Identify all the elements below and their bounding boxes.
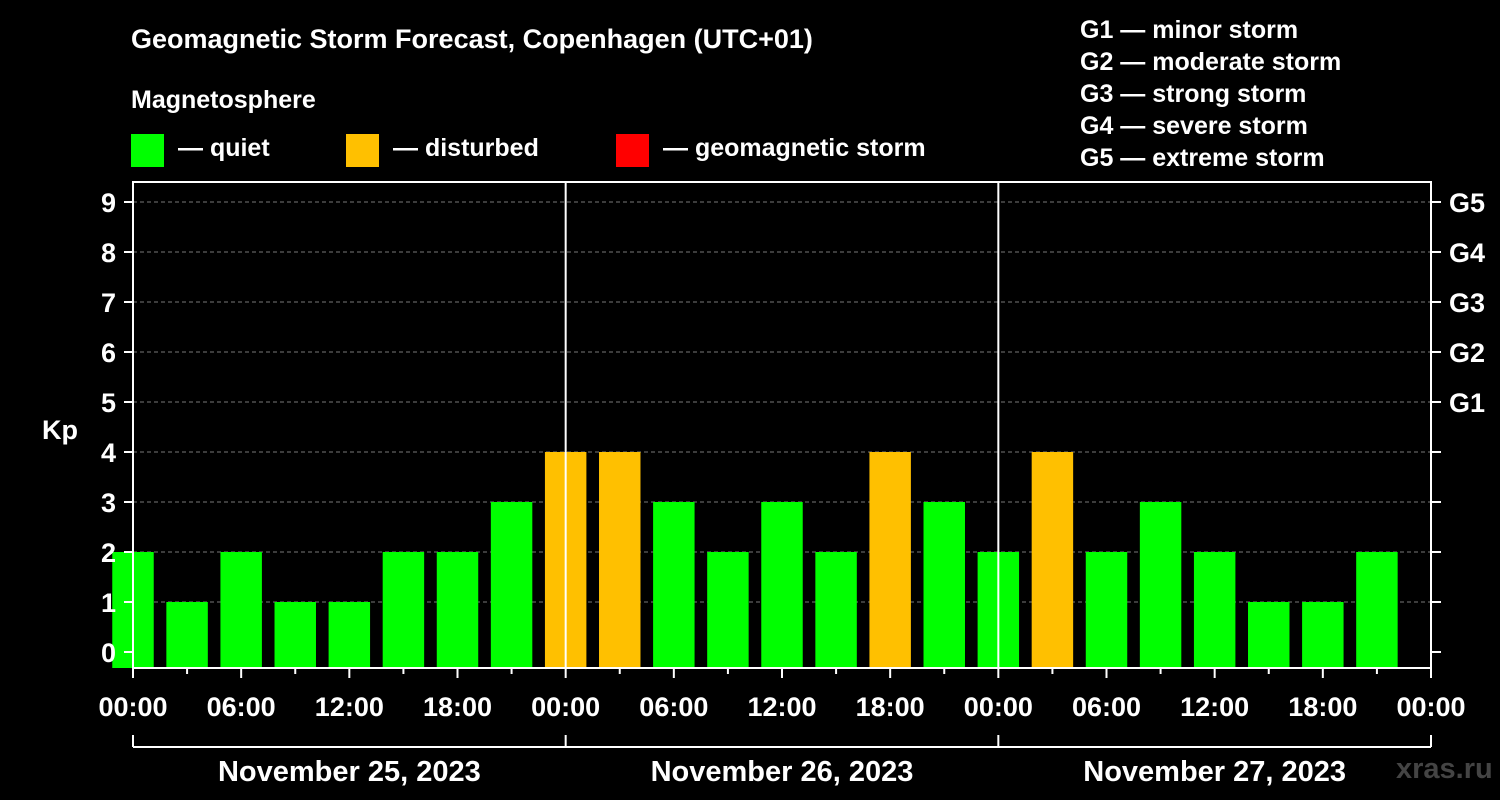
storm-level-axis-label: G5 — [1449, 188, 1485, 218]
y-tick-label: 4 — [101, 438, 116, 468]
x-tick-label: 06:00 — [207, 692, 276, 722]
kp-bar — [1085, 552, 1128, 668]
y-axis-label: Kp — [42, 415, 78, 445]
legend-swatch-storm — [616, 134, 649, 167]
y-tick-label: 3 — [101, 488, 116, 518]
legend-swatch-quiet — [131, 134, 164, 167]
kp-bar — [1302, 602, 1344, 668]
x-tick-label: 12:00 — [315, 692, 384, 722]
watermark: xras.ru — [1396, 753, 1493, 785]
kp-bar — [1193, 552, 1236, 668]
legend-label-storm: — geomagnetic storm — [663, 134, 926, 162]
chart-subtitle: Magnetosphere — [131, 86, 316, 114]
y-tick-label: 8 — [101, 238, 116, 268]
kp-bar — [220, 552, 262, 668]
x-tick-label: 12:00 — [747, 692, 816, 722]
x-tick-label: 18:00 — [423, 692, 492, 722]
y-tick-label: 9 — [101, 188, 116, 218]
date-label: November 26, 2023 — [651, 756, 914, 788]
x-tick-label: 06:00 — [639, 692, 708, 722]
kp-bar — [1031, 452, 1074, 668]
storm-level-axis-label: G2 — [1449, 338, 1485, 368]
x-tick-label: 00:00 — [98, 692, 167, 722]
kp-bar — [923, 502, 965, 668]
x-tick-label: 00:00 — [1396, 692, 1465, 722]
x-tick-label: 12:00 — [1180, 692, 1249, 722]
storm-level-axis-label: G4 — [1449, 238, 1485, 268]
storm-level-axis-label: G1 — [1449, 388, 1485, 418]
kp-bar — [869, 452, 911, 668]
legend-label-disturbed: — disturbed — [393, 134, 539, 162]
y-tick-label: 5 — [101, 388, 116, 418]
x-tick-label: 18:00 — [1288, 692, 1357, 722]
kp-bar — [815, 552, 857, 668]
y-tick-label: 1 — [101, 588, 116, 618]
storm-level-g3: G3 — strong storm — [1080, 80, 1307, 108]
kp-bar — [274, 602, 316, 668]
kp-bar — [1248, 602, 1290, 668]
storm-level-g2: G2 — moderate storm — [1080, 48, 1342, 76]
kp-bar — [490, 502, 533, 668]
kp-bar — [599, 452, 641, 668]
y-tick-label: 0 — [101, 638, 116, 668]
kp-bar — [382, 552, 425, 668]
x-tick-label: 06:00 — [1072, 692, 1141, 722]
y-tick-label: 6 — [101, 338, 116, 368]
legend-swatch-disturbed — [346, 134, 379, 167]
legend-label-quiet: — quiet — [178, 134, 270, 162]
date-label: November 27, 2023 — [1083, 756, 1346, 788]
x-tick-label: 18:00 — [856, 692, 925, 722]
kp-bar — [653, 502, 695, 668]
x-tick-label: 00:00 — [964, 692, 1033, 722]
storm-level-list: G1 — minor storm G2 — moderate storm G3 … — [1080, 14, 1341, 174]
kp-bar — [166, 602, 208, 668]
date-label: November 25, 2023 — [218, 756, 481, 788]
storm-level-g1: G1 — minor storm — [1080, 16, 1299, 44]
kp-bar — [761, 502, 803, 668]
kp-bar — [1356, 552, 1398, 668]
kp-bar — [1139, 502, 1182, 668]
storm-level-axis-label: G3 — [1449, 288, 1485, 318]
kp-bar — [707, 552, 749, 668]
storm-level-g5: G5 — extreme storm — [1080, 144, 1325, 172]
chart-title: Geomagnetic Storm Forecast, Copenhagen (… — [131, 24, 813, 54]
kp-bar — [328, 602, 371, 668]
y-tick-label: 7 — [101, 288, 116, 318]
storm-level-g4: G4 — severe storm — [1080, 112, 1308, 140]
kp-bar — [436, 552, 479, 668]
y-tick-label: 2 — [101, 538, 116, 568]
x-tick-label: 00:00 — [531, 692, 600, 722]
